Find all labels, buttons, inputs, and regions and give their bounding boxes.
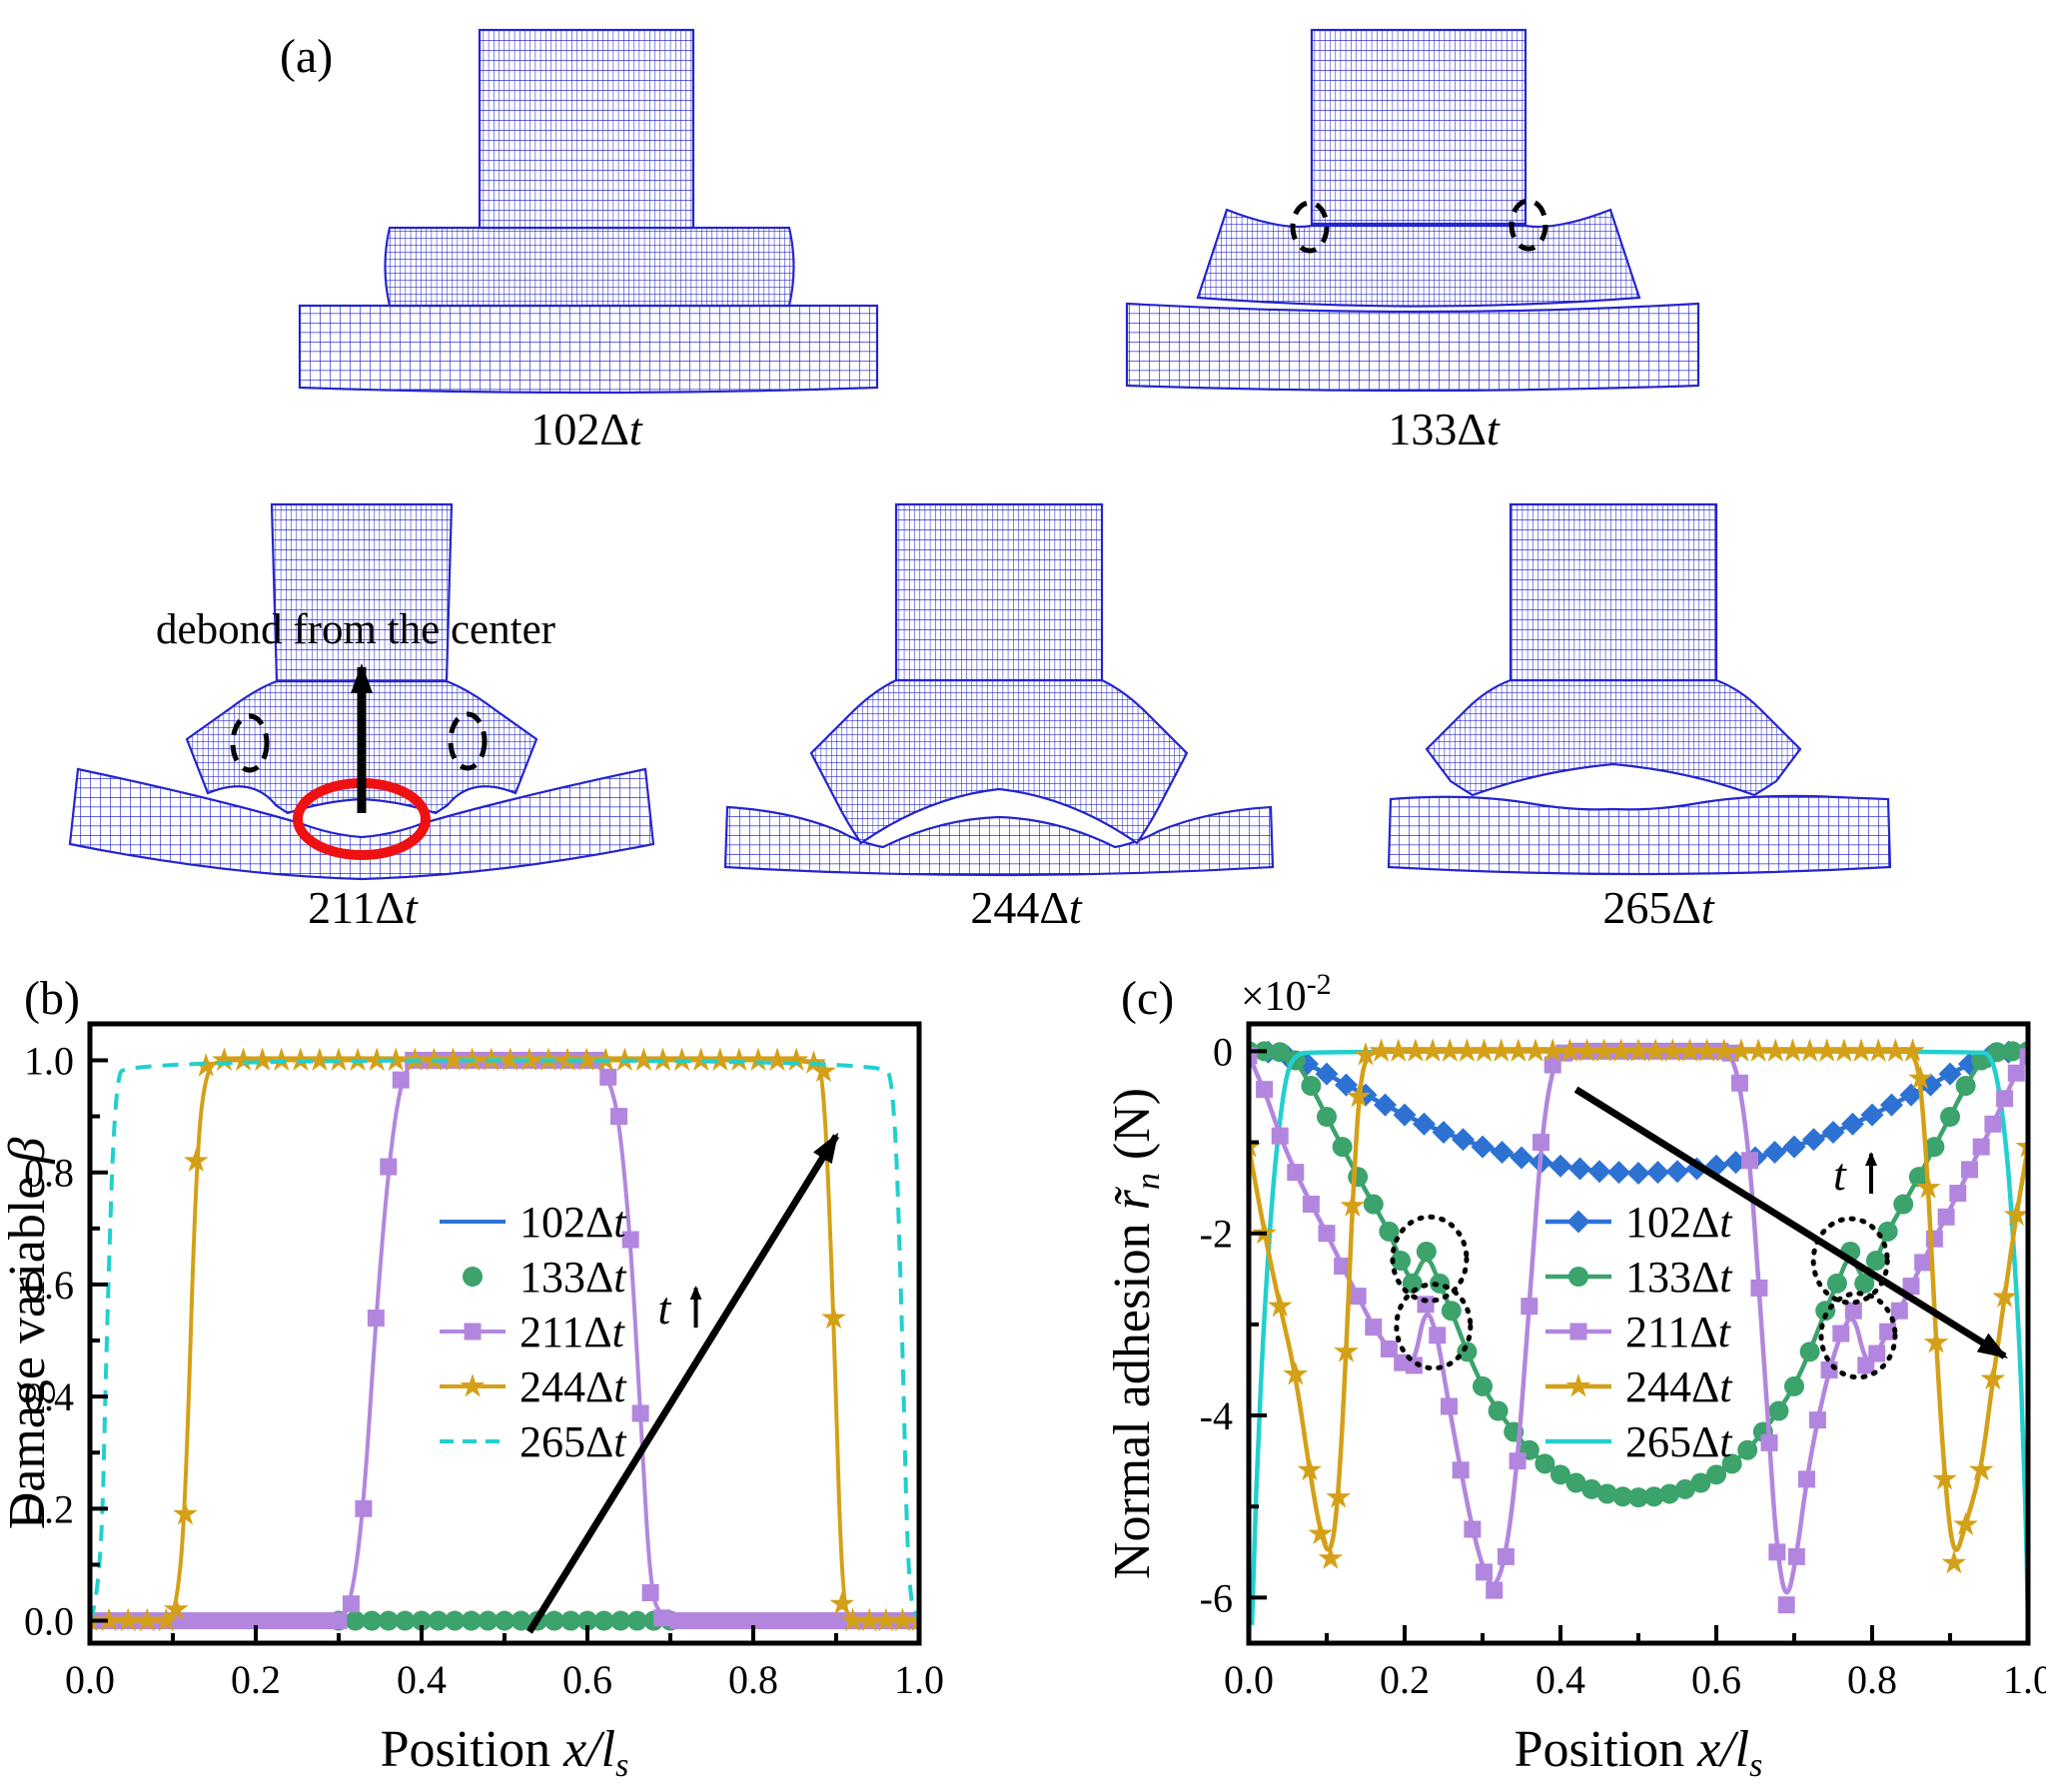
svg-text:0.4: 0.4 — [24, 1374, 74, 1419]
svg-text:1.0: 1.0 — [2003, 1657, 2046, 1702]
mesh-caption: 211Δt — [308, 882, 419, 933]
legend: 102Δt 133Δt 211Δt 244Δt 265Δt — [1545, 1198, 1733, 1466]
series-s133 — [329, 1610, 680, 1631]
svg-text:0.2: 0.2 — [231, 1657, 281, 1702]
legend-label: 265Δt — [1625, 1417, 1733, 1466]
svg-text:-6: -6 — [1200, 1575, 1233, 1620]
mesh-snapshot-102 — [298, 28, 879, 395]
punch-mesh — [1310, 28, 1528, 226]
mesh-snapshot-265 — [1387, 502, 1892, 876]
panel-b: (b) 0.0 0.2 0.4 0.6 0.8 1.0 0.0 0.2 0.4 0.6 0.8 1.0… — [0, 972, 944, 1784]
punch-mesh — [894, 502, 1104, 682]
panel-c: (c) 0.0 0.2 0.4 0.6 0.8 1.0 0 -2 -4 -6 Position x/… — [1104, 968, 2046, 1784]
debond-circle-icon — [448, 711, 488, 771]
legend: 102Δt 133Δt 211Δt 244Δt 265Δt — [440, 1198, 627, 1466]
axis-offset-label: ×10-2 — [1241, 968, 1332, 1020]
series-s265 — [90, 1058, 919, 1622]
debond-circle-icon — [1509, 198, 1548, 252]
legend-label: 244Δt — [519, 1362, 627, 1411]
panel-b-label: (b) — [24, 972, 80, 1025]
legend-label: 211Δt — [1625, 1308, 1732, 1356]
y-axis-title: Normal adhesion r̃n (N) — [1104, 1088, 1167, 1579]
svg-text:0.8: 0.8 — [24, 1151, 74, 1196]
highlight-dotted-circle — [1810, 1216, 1890, 1306]
mesh-caption: 265Δt — [1602, 882, 1715, 933]
damage-variable-chart: 0.0 0.2 0.4 0.6 0.8 1.0 0.0 0.2 0.4 0.6 0.8 1.0 Posi… — [0, 1021, 944, 1784]
tick-labels: 0.0 0.2 0.4 0.6 0.8 1.0 0 -2 -4 -6 — [1200, 1029, 2046, 1702]
mesh-caption: 133Δt — [1388, 404, 1501, 454]
svg-text:0: 0 — [1213, 1029, 1233, 1074]
legend-label: 265Δt — [519, 1417, 627, 1466]
svg-text:0.6: 0.6 — [562, 1657, 612, 1702]
punch-mesh — [1509, 502, 1718, 682]
highlight-dotted-circle — [1818, 1291, 1898, 1380]
svg-text:0.2: 0.2 — [1380, 1657, 1430, 1702]
substrate-mesh — [1387, 794, 1892, 876]
substrate-mesh — [298, 304, 879, 395]
time-direction-arrow — [1573, 1086, 2008, 1359]
normal-adhesion-chart: 0.0 0.2 0.4 0.6 0.8 1.0 0 -2 -4 -6 Position x/ls No… — [1104, 968, 2046, 1784]
substrate-mesh — [1125, 302, 1700, 393]
film-mesh — [384, 226, 795, 308]
svg-text:1.0: 1.0 — [894, 1657, 944, 1702]
legend-label: 102Δt — [519, 1198, 627, 1247]
y-axis-title: Damage variable β — [0, 1138, 56, 1530]
ticks — [88, 1058, 921, 1643]
series-s244 — [90, 1047, 919, 1632]
punch-mesh — [478, 28, 695, 230]
legend-label: 102Δt — [1625, 1198, 1733, 1247]
tick-labels: 0.0 0.2 0.4 0.6 0.8 1.0 0.0 0.2 0.4 0.6 0.8 1.0 — [24, 1038, 944, 1702]
svg-text:0.0: 0.0 — [65, 1657, 115, 1702]
series-s211 — [90, 1051, 919, 1630]
substrate-mesh — [723, 805, 1275, 877]
svg-text:0.0: 0.0 — [24, 1599, 74, 1644]
x-axis-title: Position x/ls — [381, 1721, 629, 1784]
svg-text:0.8: 0.8 — [728, 1657, 778, 1702]
legend-label: 133Δt — [1625, 1253, 1733, 1302]
time-direction-arrow — [525, 1132, 839, 1634]
punch-mesh — [270, 502, 454, 683]
highlight-dotted-circle — [1394, 1282, 1474, 1371]
panel-a: (a) debond from the center — [68, 28, 1892, 933]
time-label: t — [1833, 1149, 1847, 1200]
mesh-snapshot-244 — [723, 502, 1275, 877]
debond-circle-icon — [230, 713, 270, 773]
ticks — [1247, 1049, 2030, 1643]
series-s133 — [1249, 1041, 2028, 1508]
legend-label: 244Δt — [1625, 1362, 1733, 1411]
mesh-captions: 102Δt 133Δt 211Δt 244Δt 265Δt — [308, 404, 1715, 933]
series-s244 — [1249, 1038, 2028, 1574]
svg-text:0.6: 0.6 — [1691, 1657, 1741, 1702]
panel-a-label: (a) — [280, 30, 333, 83]
svg-text:-2: -2 — [1200, 1212, 1233, 1257]
series-group — [90, 1047, 919, 1632]
mesh-caption: 102Δt — [530, 404, 643, 454]
legend-label: 133Δt — [519, 1253, 627, 1302]
highlight-dotted-circle — [1390, 1214, 1470, 1304]
series-group — [1249, 1038, 2028, 1625]
svg-text:0.6: 0.6 — [24, 1263, 74, 1308]
debond-annotation: debond from the center — [156, 606, 555, 653]
debond-circle-icon — [1290, 200, 1330, 254]
mesh-caption: 244Δt — [970, 882, 1083, 933]
svg-text:0.2: 0.2 — [24, 1486, 74, 1531]
mesh-snapshot-211: debond from the center — [68, 502, 655, 881]
svg-text:0.4: 0.4 — [1535, 1657, 1585, 1702]
svg-text:0.0: 0.0 — [1224, 1657, 1274, 1702]
svg-text:0.4: 0.4 — [397, 1657, 447, 1702]
svg-text:0.8: 0.8 — [1847, 1657, 1897, 1702]
film-mesh — [1425, 678, 1802, 797]
legend-label: 211Δt — [519, 1308, 626, 1356]
panel-c-label: (c) — [1121, 972, 1174, 1025]
mesh-snapshot-133 — [1125, 28, 1700, 393]
film-mesh — [809, 678, 1189, 845]
svg-text:-4: -4 — [1200, 1393, 1233, 1438]
svg-text:1.0: 1.0 — [24, 1038, 74, 1083]
time-label: t — [658, 1283, 672, 1334]
x-axis-title: Position x/ls — [1515, 1721, 1763, 1784]
